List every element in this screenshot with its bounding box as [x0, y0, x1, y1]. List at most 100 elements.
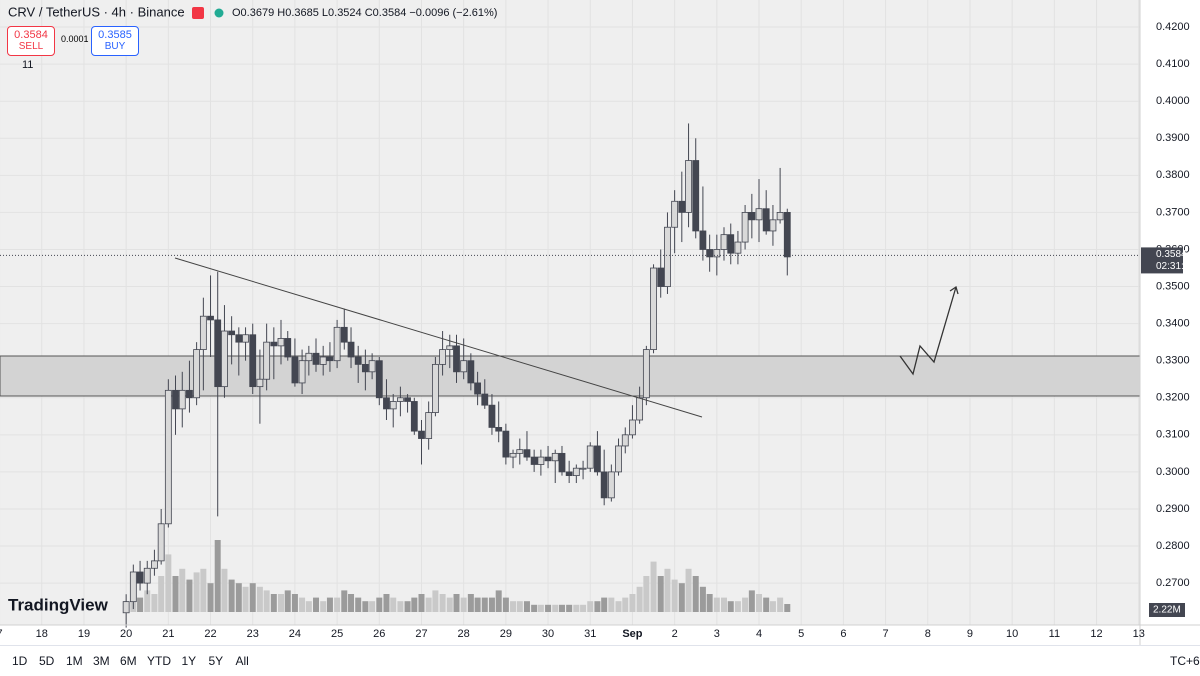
branding: TradingView: [8, 595, 109, 614]
timezone[interactable]: TC+6: [1170, 654, 1200, 668]
candle-body: [263, 341, 271, 380]
candle-body: [389, 401, 397, 410]
x-tick-label: 10: [1006, 628, 1018, 640]
x-tick-label: 28: [458, 628, 470, 640]
candle-body: [312, 352, 320, 365]
volume-bar: [193, 572, 200, 612]
candle-body: [375, 360, 383, 399]
x-tick-label: 31: [584, 628, 596, 640]
candle-body: [425, 412, 433, 439]
volume-bar: [369, 601, 376, 612]
volume-bar: [573, 604, 580, 612]
timeframe[interactable]: 1M: [66, 654, 83, 668]
timeframe[interactable]: All: [235, 654, 249, 668]
candle-body: [361, 363, 369, 373]
volume-bar: [545, 604, 552, 612]
candle-body: [157, 523, 165, 562]
symbol: CRV / TetherUS · 4h · Binance: [8, 4, 185, 19]
candle-body: [488, 404, 496, 428]
candle-body: [502, 430, 510, 458]
trend-line: [174, 257, 703, 418]
last-price-label: 0.3584: [1156, 249, 1187, 260]
x-tick-label: 3: [714, 628, 720, 640]
volume-bar: [601, 597, 608, 612]
volume-bar: [334, 597, 341, 612]
y-tick-label: 0.3100: [1156, 429, 1190, 441]
volume-bar: [320, 601, 327, 612]
volume-bar: [313, 597, 320, 612]
candle-body: [221, 330, 228, 388]
candle-body: [699, 230, 707, 250]
candle-body: [713, 249, 721, 258]
volume-bar: [446, 597, 453, 612]
candle-body: [572, 467, 580, 477]
candle-body: [129, 571, 137, 603]
volume-bar: [439, 594, 446, 612]
candle-body: [178, 389, 186, 410]
timeframe[interactable]: YTD: [147, 654, 171, 668]
candle-body: [199, 315, 207, 350]
projection-arrow: [899, 286, 957, 376]
volume-bar: [341, 590, 348, 612]
candle-body: [214, 319, 222, 388]
volume-bar: [242, 586, 249, 612]
y-tick-label: 0.3700: [1156, 206, 1190, 218]
volume-bar: [516, 601, 523, 612]
candle-body: [671, 200, 679, 228]
candle-body: [242, 334, 249, 343]
candle-body: [755, 208, 763, 221]
timeframe[interactable]: 6M: [120, 654, 137, 668]
volume-bar: [558, 604, 565, 612]
buy-button[interactable]: 0.3585 BUY: [91, 26, 139, 56]
candle-body: [256, 378, 264, 388]
y-tick-label: 0.3200: [1156, 392, 1190, 404]
status: [214, 8, 224, 18]
candle-body: [762, 208, 770, 232]
volume-bar: [699, 586, 706, 612]
volume-bar: [784, 604, 791, 612]
sell-button[interactable]: 0.3584 SELL: [7, 26, 55, 56]
candle-body: [741, 212, 749, 243]
candle-body: [769, 219, 777, 232]
volume-bar: [144, 590, 151, 612]
y-tick-label: 0.3900: [1156, 132, 1190, 144]
candle-body: [558, 452, 566, 473]
volume-bar: [742, 597, 749, 612]
candle-body: [396, 397, 404, 402]
candle-body: [164, 389, 172, 525]
x-tick-label: 8: [925, 628, 931, 640]
candle-body: [720, 234, 728, 250]
candle-body: [291, 356, 299, 384]
candle-body: [650, 267, 657, 350]
volume-bar: [763, 597, 770, 612]
x-tick-label: 2: [672, 628, 678, 640]
volume-bar: [172, 576, 179, 612]
volume-bar: [615, 601, 622, 612]
candle-body: [734, 241, 742, 254]
candle-body: [516, 449, 524, 454]
candle-body: [249, 334, 257, 388]
timeframe[interactable]: 1D: [12, 654, 28, 668]
candle-body: [270, 341, 278, 347]
timeframe[interactable]: 1Y: [181, 654, 197, 668]
flag: [192, 7, 204, 19]
ohlc: O0.3679 H0.3685 L0.3524 C0.3584 −0.0096 …: [232, 7, 497, 19]
volume-bar: [200, 568, 207, 612]
volume-bar: [552, 604, 559, 612]
timeframe[interactable]: 5D: [39, 654, 55, 668]
volume-bar: [362, 601, 369, 612]
candle-body: [410, 401, 418, 432]
x-tick-label: 27: [415, 628, 427, 640]
volume-bar: [727, 601, 734, 612]
candle-body: [319, 356, 327, 365]
candle-body: [354, 356, 362, 365]
x-tick-label: 20: [120, 628, 132, 640]
timeframe[interactable]: 3M: [93, 654, 110, 668]
candle-body: [579, 467, 587, 470]
volume-bar: [348, 594, 355, 612]
timeframe[interactable]: 5Y: [208, 654, 224, 668]
candle-body: [727, 234, 735, 254]
indicators: 11: [22, 59, 33, 71]
x-tick-label: 9: [967, 628, 973, 640]
candle-body: [565, 471, 573, 477]
